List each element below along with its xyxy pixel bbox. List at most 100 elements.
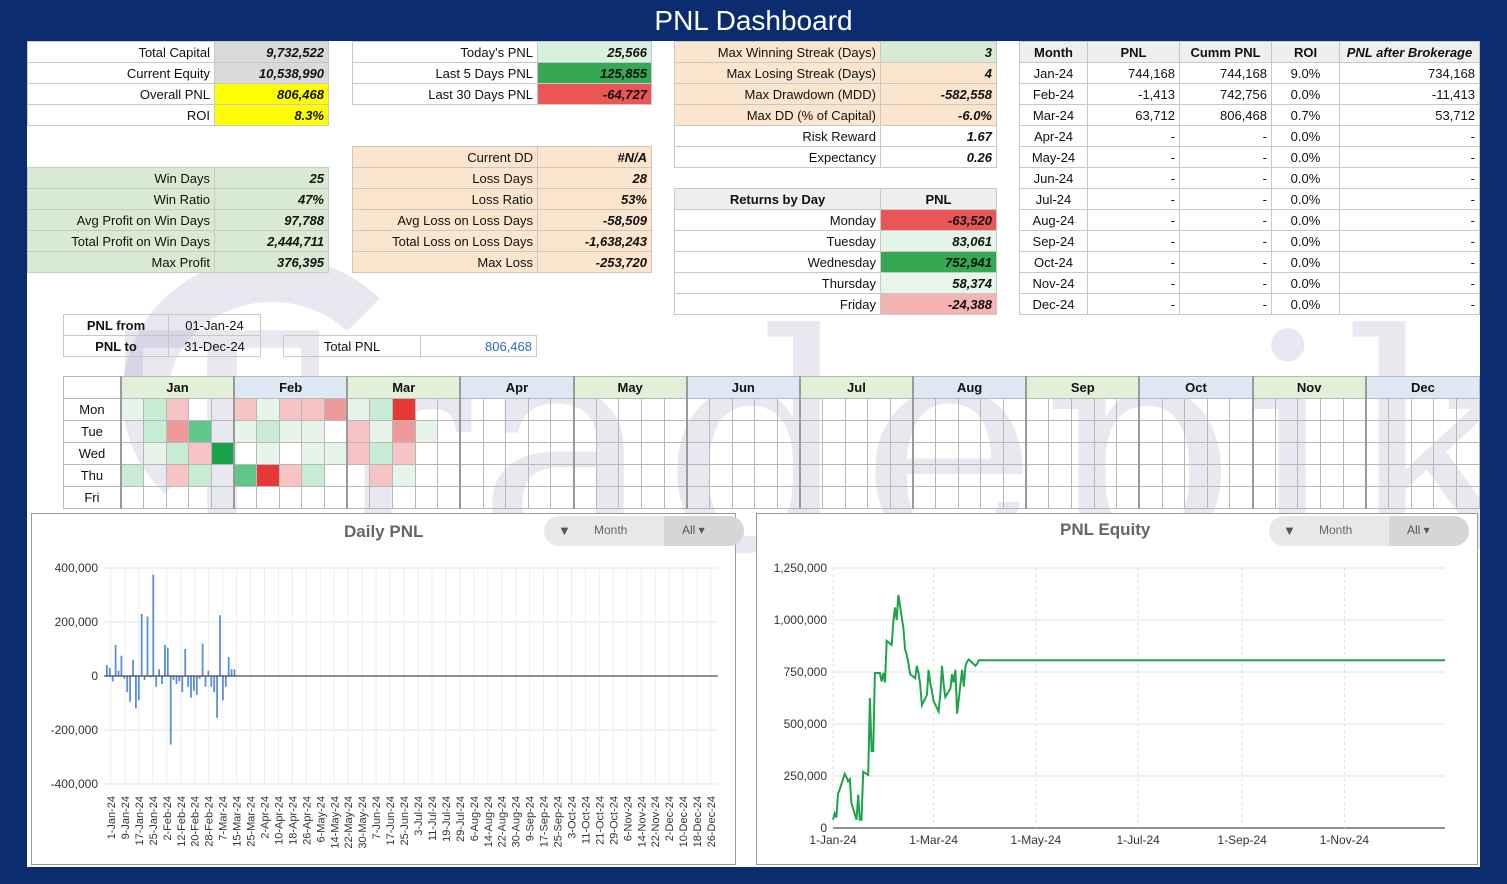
x-tick-label: 3-Oct-24 [566,796,578,839]
heatmap-cell [1161,464,1186,487]
y-tick-label: -400,000 [51,777,99,791]
month-cell: Dec-24 [1019,293,1088,315]
heatmap-cell [1003,464,1027,487]
daily-pnl-bar [143,676,146,681]
heatmap-cell [1251,420,1276,443]
pnl-after-brokerage-cell: - [1339,209,1480,231]
heatmap-cell [1138,464,1163,487]
col-month: Month [1019,41,1088,63]
heatmap-cell [324,486,348,509]
daily-pnl-bar [129,676,131,702]
month-cell: Apr-24 [1019,125,1088,147]
daily-pnl-bar [190,676,192,698]
daily-filter-dropdown[interactable]: All ▾ [664,516,744,546]
total-capital-label: Total Capital [27,41,215,63]
heatmap-cell [437,464,461,487]
x-tick-label: 14-Nov-24 [636,796,648,847]
heatmap-cell [437,420,461,443]
heatmap-cell [935,486,959,509]
heatmap-cell [143,398,167,421]
heatmap-cell [1116,464,1140,487]
x-tick-label: 1-Jul-24 [1116,833,1160,847]
daily-pnl-bar [158,669,160,676]
heatmap-cell [165,398,190,421]
streak-table: Max Winning Streak (Days) 3 Max Losing St… [674,41,997,168]
heatmap-cell [1184,420,1208,443]
heatmap-cell [980,442,1005,465]
y-tick-label: 0 [820,821,827,835]
heatmap-cell [233,486,258,509]
x-tick-label: 19-Jul-24 [441,796,453,842]
roi-cell: 0.0% [1271,272,1340,294]
win-ratio-value: 47% [214,188,329,210]
heatmap-cell [550,464,575,487]
pnl-range-table: PNL from 01-Jan-24 PNL to 31-Dec-24 [63,314,261,357]
heatmap-cell [414,398,439,421]
heatmap-cell [301,464,326,487]
col-pnl-after-brokerage: PNL after Brokerage [1339,41,1480,63]
heatmap-cell [1116,420,1140,443]
pnl-after-brokerage-cell: - [1339,251,1480,273]
pnl-from-value[interactable]: 01-Jan-24 [168,314,261,336]
heatmap-cell [980,398,1005,421]
heatmap-cell [731,442,756,465]
heatmap-cell [482,442,507,465]
avg-loss-label: Avg Loss on Loss Days [352,209,538,231]
monthly-row: Mar-24 63,712 806,468 0.7% 53,712 [1019,104,1480,126]
heatmap-cell [188,398,212,421]
pnl-after-brokerage-cell: - [1339,167,1480,189]
heatmap-month-aug: Aug [911,376,1027,399]
heatmap-cell [165,464,190,487]
heatmap-cell [346,486,371,509]
daily-pnl-bar [204,676,207,687]
x-tick-label: 25-Mar-24 [246,796,258,847]
avg-profit-value: 97,788 [214,209,329,231]
monthly-row: Oct-24- -0.0% - [1019,251,1480,273]
month-cell: Aug-24 [1019,209,1088,231]
equity-month-filter[interactable]: ▼︎ Month All ▾ [1269,516,1469,546]
heatmap-cell [776,486,801,509]
heatmap-cell [776,442,801,465]
heatmap-cell [798,486,824,509]
wednesday-label: Wednesday [674,251,881,273]
total-loss-value: -1,638,243 [537,230,652,252]
daily-pnl-title: Daily PNL [344,522,424,541]
pnl-after-brokerage-cell: - [1339,230,1480,252]
x-tick-label: 1-Sep-24 [1217,833,1267,847]
win-ratio-label: Win Ratio [27,188,215,210]
friday-value: -24,388 [880,293,997,315]
heatmap-cell [754,464,778,487]
heatmap-cell [1297,398,1321,421]
heatmap-cell [957,486,982,509]
expectancy-label: Expectancy [674,146,881,168]
daily-pnl-bar [137,676,140,701]
heatmap-cell [1297,464,1321,487]
heatmap-cell [233,420,258,443]
x-tick-label: 22-Nov-24 [650,796,662,847]
heatmap-cell [256,486,280,509]
heatmap-cell [572,420,597,443]
heatmap-cell [1093,442,1118,465]
heatmap-cell [369,420,393,443]
avg-loss-value: -58,509 [537,209,652,231]
heatmap-cell [210,420,235,443]
heatmap-cell [369,464,393,487]
cumm-pnl-cell: 742,756 [1179,83,1272,105]
equity-filter-dropdown[interactable]: All ▾ [1389,516,1469,546]
heatmap-cell [1410,486,1435,509]
heatmap-cell [980,464,1005,487]
heatmap-cell [1320,420,1344,443]
heatmap-cell [1025,442,1050,465]
heatmap-cell [324,420,348,443]
heatmap-cell [776,398,801,421]
pnl-to-value[interactable]: 31-Dec-24 [168,335,261,357]
y-tick-label: 750,000 [784,665,828,679]
heatmap-cell [1161,420,1186,443]
pnl-after-brokerage-cell: - [1339,146,1480,168]
heatmap-cell [572,398,597,421]
heatmap-cell [776,464,801,487]
daily-month-filter[interactable]: ▼︎ Month All ▾ [544,516,744,546]
daily-pnl-bar [164,644,166,676]
heatmap-month-dec: Dec [1364,376,1480,399]
